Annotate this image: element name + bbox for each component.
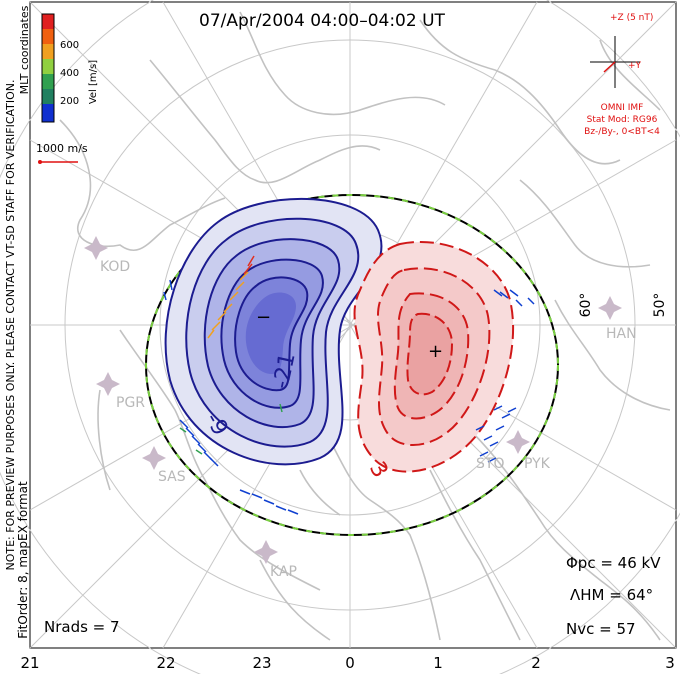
lat-label-50: 50°	[652, 293, 668, 318]
imf-y-label: +Y	[628, 61, 642, 71]
station-label-kod: KOD	[100, 259, 130, 275]
lat-label-60: 60°	[578, 293, 594, 318]
colorbar-tick-200: 200	[60, 96, 79, 107]
mlt-tick-0: 0	[345, 654, 355, 672]
negative-cell	[164, 197, 383, 466]
station-label-sto: STO	[476, 456, 504, 472]
colorbar-tick-400: 400	[60, 68, 79, 79]
colorbar-seg	[42, 74, 54, 89]
stat-n-rads: Nrads = 7	[44, 618, 120, 636]
preview-note: NOTE: FOR PREVIEW PURPOSES ONLY. PLEASE …	[4, 79, 17, 570]
imf-source: OMNI IMF	[601, 103, 644, 113]
hm-boundary-dash	[145, 194, 559, 536]
colorbar-seg	[42, 29, 54, 44]
max-marker: +	[428, 341, 443, 362]
min-marker: −	[256, 307, 271, 328]
colorbar-seg	[42, 89, 54, 104]
mlt-tick-23: 23	[252, 654, 271, 672]
station-label-pgr: PGR	[116, 395, 145, 411]
colorbar-label: Vel [m/s]	[88, 60, 99, 104]
colorbar-seg	[42, 14, 54, 29]
vector-scale-label: 1000 m/s	[36, 142, 88, 155]
stat-n-vc: Nvc = 57	[566, 620, 636, 638]
station-label-sas: SAS	[158, 469, 186, 485]
coastlines	[59, 11, 671, 641]
fit-order-note: FitOrder: 8, mapEX format	[16, 481, 30, 639]
mlt-tick-1: 1	[433, 654, 443, 672]
stat-lambda-hm: ΛHM = 64°	[570, 586, 653, 604]
station-label-han: HAN	[606, 326, 637, 342]
colorbar	[41, 13, 55, 123]
station-label-kap: KAP	[270, 564, 297, 580]
mlt-tick-3: 3	[665, 654, 675, 672]
velocity-vectors	[163, 255, 535, 515]
stat-phi-pc: Φpc = 46 kV	[566, 554, 661, 572]
colorbar-tick-600: 600	[60, 40, 79, 51]
imf-model: Stat Mod: RG96	[587, 115, 658, 125]
mlt-tick-21: 21	[20, 654, 39, 672]
station-markers	[84, 236, 622, 564]
positive-cell	[353, 240, 515, 473]
colorbar-seg	[42, 59, 54, 74]
imf-dial	[590, 36, 640, 88]
vector-scale	[38, 160, 78, 164]
mlt-tick-22: 22	[156, 654, 175, 672]
map-title: 07/Apr/2004 04:00–04:02 UT	[199, 11, 445, 31]
station-label-pyk: PYK	[524, 456, 551, 472]
colorbar-seg	[42, 44, 54, 59]
mlt-coordinates-label: MLT coordinates	[18, 5, 31, 94]
imf-condition: Bz-/By-, 0<BT<4	[584, 127, 660, 137]
imf-z-label: +Z (5 nT)	[610, 13, 653, 23]
colorbar-seg	[42, 104, 54, 122]
mlt-tick-2: 2	[531, 654, 541, 672]
